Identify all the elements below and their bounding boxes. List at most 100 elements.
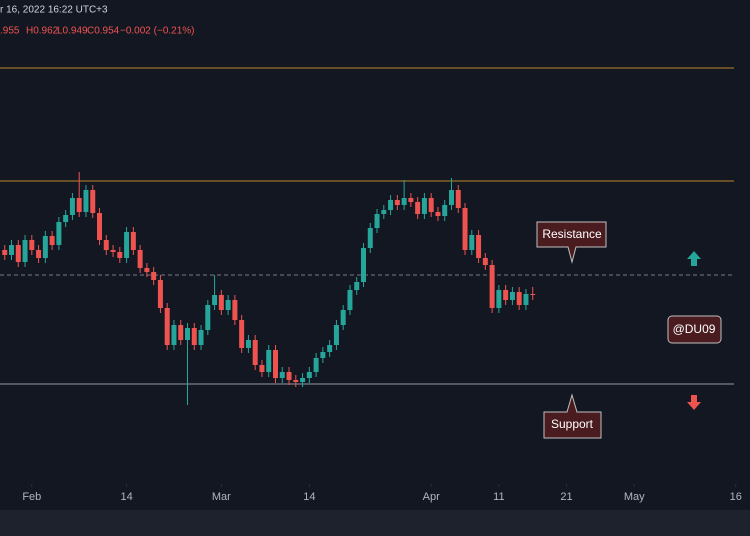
candle-body bbox=[469, 235, 475, 250]
candle-body bbox=[185, 328, 190, 340]
x-tick-label: 11 bbox=[493, 491, 504, 503]
candle-body bbox=[286, 372, 292, 380]
support-label: Support bbox=[551, 417, 594, 431]
candle-body bbox=[388, 200, 394, 210]
candle-body bbox=[415, 202, 421, 214]
candle-body bbox=[232, 300, 238, 320]
candle-body bbox=[448, 190, 454, 205]
candle-body bbox=[503, 290, 509, 300]
candle-body bbox=[42, 236, 48, 258]
header-low: L0.949 bbox=[57, 26, 88, 37]
candle-body bbox=[516, 292, 522, 305]
candle-body bbox=[374, 214, 380, 228]
x-tick-label: 16 bbox=[730, 491, 742, 503]
candle-body bbox=[401, 198, 407, 205]
x-tick-label: Mar bbox=[212, 491, 231, 503]
candle-body bbox=[306, 372, 312, 378]
candle-body bbox=[530, 294, 536, 295]
candle-body bbox=[354, 282, 360, 290]
candle-body bbox=[144, 268, 150, 272]
footer bbox=[0, 510, 750, 536]
candle-body bbox=[435, 212, 441, 216]
header-close: C0.954 bbox=[87, 26, 120, 37]
callout-box bbox=[543, 393, 602, 439]
candle-body bbox=[313, 358, 319, 372]
resistance-label: Resistance bbox=[542, 227, 602, 241]
candle-body bbox=[69, 198, 75, 215]
candle-body bbox=[2, 250, 8, 255]
candle-body bbox=[245, 340, 251, 348]
x-tick-label: May bbox=[624, 491, 645, 503]
candle-body bbox=[15, 245, 21, 262]
header-change: −0.002 (−0.21%) bbox=[120, 26, 195, 37]
candle-body bbox=[462, 208, 468, 250]
header-high: H0.962 bbox=[26, 26, 59, 37]
candle-body bbox=[191, 328, 197, 345]
candle-body bbox=[320, 352, 326, 358]
candle-body bbox=[482, 258, 488, 265]
watermark-box bbox=[667, 315, 722, 344]
candle-body bbox=[9, 245, 15, 255]
x-tick-label: 14 bbox=[303, 491, 315, 503]
candle-body bbox=[157, 280, 163, 308]
support-callout: Support bbox=[543, 393, 602, 439]
candle-body bbox=[293, 380, 299, 382]
up-arrow bbox=[687, 251, 701, 266]
watermark: @DU09 bbox=[673, 322, 716, 336]
candle-body bbox=[489, 265, 495, 308]
x-tick-label: 14 bbox=[120, 491, 132, 503]
candle-body bbox=[496, 290, 502, 308]
candle-body bbox=[164, 308, 170, 345]
candle-body bbox=[347, 290, 353, 310]
candle-body bbox=[225, 300, 231, 310]
candle-body bbox=[76, 198, 82, 212]
candle-body bbox=[327, 345, 333, 352]
x-axis-band bbox=[0, 484, 750, 510]
candle-body bbox=[279, 372, 285, 378]
candle-body bbox=[56, 222, 62, 245]
candle-body bbox=[381, 210, 387, 214]
candle-body bbox=[408, 198, 414, 202]
candle-body bbox=[300, 378, 306, 382]
candle-body bbox=[178, 325, 184, 340]
candle-body bbox=[259, 365, 265, 372]
candle-body bbox=[198, 330, 204, 345]
resistance-callout: Resistance bbox=[536, 221, 607, 264]
candle-body bbox=[151, 272, 157, 280]
callout-box bbox=[536, 221, 607, 264]
candle-body bbox=[205, 305, 211, 330]
candle-body bbox=[137, 250, 143, 268]
candle-body bbox=[367, 228, 373, 248]
candle-body bbox=[340, 310, 346, 325]
x-tick-label: Feb bbox=[22, 491, 41, 503]
candle-body bbox=[360, 248, 366, 282]
plot: Feb 14 Mar 14 Apr 11 21 May 16 bbox=[0, 67, 742, 503]
x-tick-label: 21 bbox=[560, 491, 572, 503]
header-open: .955 bbox=[0, 26, 20, 37]
candle-body bbox=[239, 320, 245, 348]
candle-body bbox=[83, 190, 89, 212]
candle-body bbox=[97, 213, 103, 240]
candle-body bbox=[266, 350, 272, 372]
candle-body bbox=[29, 240, 35, 250]
candle-body bbox=[22, 240, 28, 262]
candle-body bbox=[523, 294, 529, 305]
candle-body bbox=[130, 232, 136, 250]
candle-body bbox=[333, 325, 339, 345]
candle-body bbox=[442, 205, 448, 216]
candle-body bbox=[509, 292, 515, 300]
candle-body bbox=[218, 295, 224, 310]
candle-body bbox=[117, 252, 123, 258]
candle-body bbox=[49, 236, 55, 245]
candle-body bbox=[394, 200, 400, 205]
candle-body bbox=[455, 190, 461, 208]
candle-body bbox=[272, 350, 278, 378]
header-date: r 16, 2022 16:22 UTC+3 bbox=[0, 5, 108, 16]
candle-body bbox=[252, 340, 258, 365]
candle-body bbox=[421, 198, 427, 214]
candle-body bbox=[124, 232, 130, 258]
candle-body bbox=[171, 325, 177, 345]
candle-body bbox=[36, 250, 42, 258]
